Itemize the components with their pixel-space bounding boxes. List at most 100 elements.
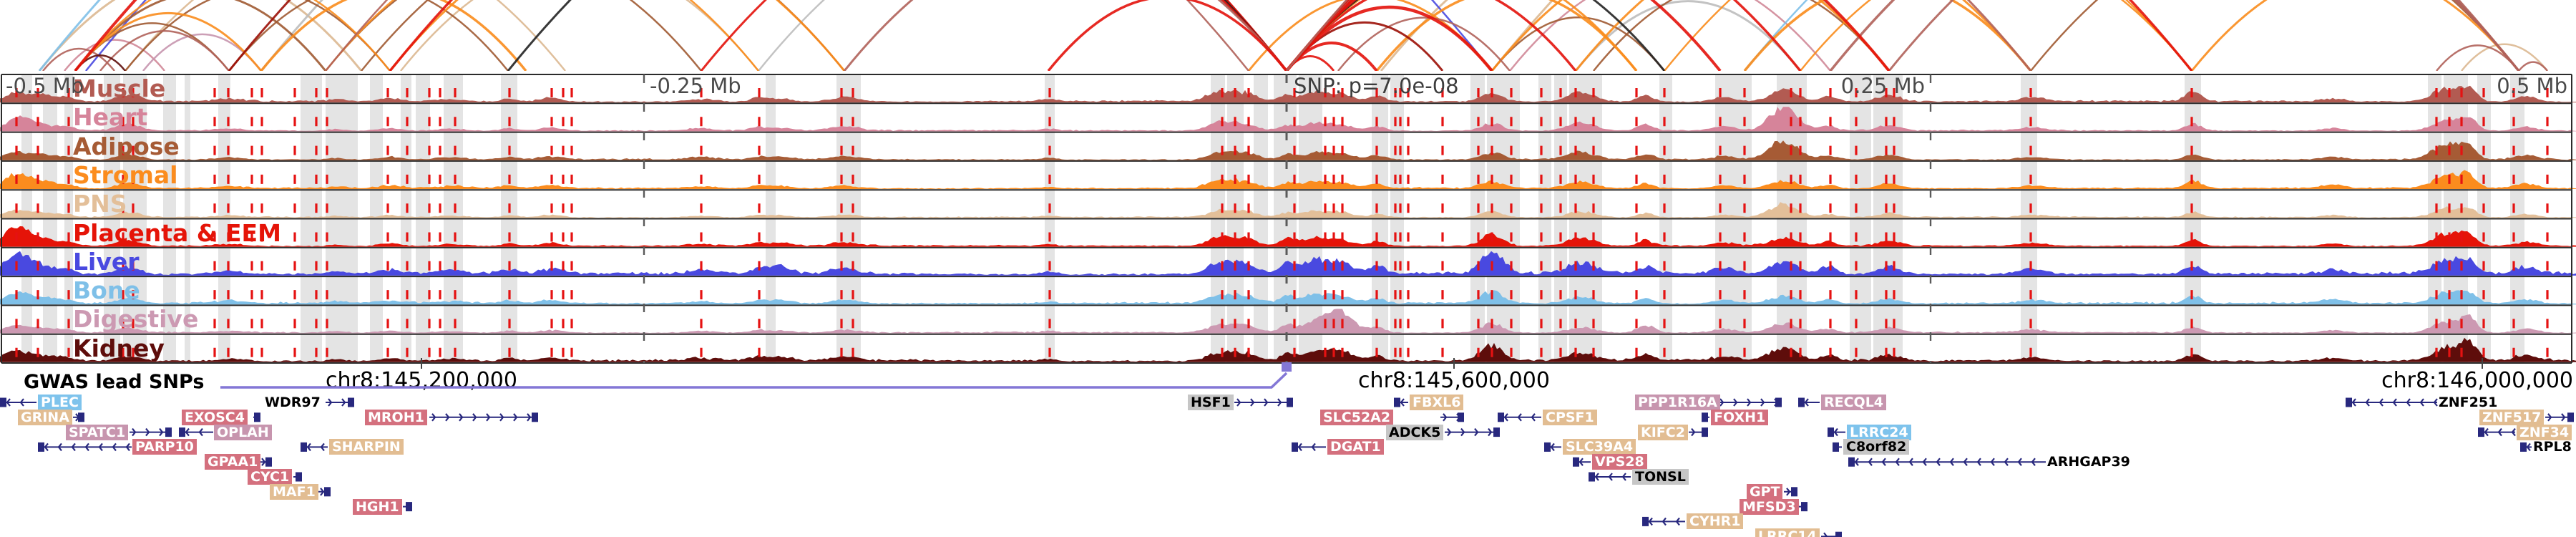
gene-body-LRRC14 [1821,531,1842,537]
gene-label-LRRC14[interactable]: LRRC14 [1755,528,1820,537]
gene-label-SPATC1[interactable]: SPATC1 [66,424,129,440]
gwas-lead-snp-marker[interactable] [1282,362,1292,372]
interaction-arc [64,39,165,71]
gene-label-FBXL6[interactable]: FBXL6 [1410,395,1464,410]
gene-label-RECQL4[interactable]: RECQL4 [1821,395,1887,410]
interaction-arc [1491,16,1665,71]
interaction-arc [843,0,1288,71]
gene-body-SLC39A4 [1544,442,1561,452]
gene-label-MROH1[interactable]: MROH1 [365,409,427,425]
gene-label-MFSD3[interactable]: MFSD3 [1740,498,1799,515]
signal-track-kidney [0,337,2576,362]
gene-body-GPT [1784,487,1797,497]
gene-label-FOXH1[interactable]: FOXH1 [1711,409,1769,425]
gene-label-TONSL[interactable]: TONSL [1632,469,1689,485]
interaction-arc [325,0,759,71]
gene-label-C8orf82[interactable]: C8orf82 [1843,439,1910,455]
signal-track-bone [0,290,2576,305]
signal-track-liver [0,251,2576,276]
gwas-lead-snps-label: GWAS lead SNPs [24,371,205,393]
gene-body-HSF1 [1234,397,1293,407]
gene-body-RPL8 [2520,442,2532,452]
interaction-arc [400,0,759,71]
gene-body-SHARPIN [301,442,328,452]
signal-track-placenta-eem [0,226,2576,247]
gene-label-SLC52A2[interactable]: SLC52A2 [1320,409,1394,425]
region-label-left: -0.5 Mb [6,74,84,98]
snp-pvalue-label: SNP: p=7.0e-08 [1294,74,1459,98]
interaction-arc [74,0,391,71]
gene-label-RPL8[interactable]: RPL8 [2533,439,2572,455]
signal-track-digestive [0,309,2576,334]
gene-label-VPS28[interactable]: VPS28 [1592,454,1647,470]
gene-body-PARP10 [38,442,132,452]
gene-label-ARHGAP39[interactable]: ARHGAP39 [2047,454,2130,470]
gene-label-HSF1[interactable]: HSF1 [1188,395,1234,410]
gene-label-CYC1[interactable]: CYC1 [248,469,293,485]
gene-label-SHARPIN[interactable]: SHARPIN [329,439,404,455]
signal-track-heart [0,107,2576,132]
track-label-liver: Liver [73,247,140,276]
interaction-arc [99,29,230,71]
gene-label-LRRC24[interactable]: LRRC24 [1847,424,1911,440]
region-label-quarter-right: 0.25 Mb [1840,74,1925,98]
interaction-arc [260,0,527,71]
gene-label-KIFC2[interactable]: KIFC2 [1638,424,1688,440]
gene-label-GPT[interactable]: GPT [1747,483,1783,500]
gene-label-EXOSC4[interactable]: EXOSC4 [182,409,248,425]
gene-label-PPP1R16A[interactable]: PPP1R16A [1635,395,1720,410]
gene-body-VPS28 [1573,457,1591,467]
gene-label-HGH1[interactable]: HGH1 [353,498,402,515]
gene-label-OPLAH[interactable]: OPLAH [214,424,272,440]
gene-body-WDR97 [326,397,354,407]
gene-label-GRINA[interactable]: GRINA [18,409,72,425]
gene-body-CYC1 [293,472,302,482]
gene-body-ARHGAP39 [1848,457,2046,467]
gene-label-ZNF34[interactable]: ZNF34 [2517,424,2572,440]
gene-label-MAF1[interactable]: MAF1 [270,483,318,500]
gene-body-PPP1R16A [1717,397,1782,407]
gene-label-CPSF1[interactable]: CPSF1 [1543,409,1597,425]
gwas-pointer-line [220,372,1288,389]
interaction-arc [2190,0,2520,71]
interaction-arc [1375,0,1638,71]
gene-label-ADCK5[interactable]: ADCK5 [1386,424,1444,440]
signal-track-pns [0,202,2576,218]
gene-body-SPATC1 [130,427,172,437]
region-label-quarter-left: -0.25 Mb [650,74,741,98]
gene-body-LRRC24 [1828,427,1845,437]
track-label-adipose: Adipose [73,132,180,160]
gene-label-GPAA1[interactable]: GPAA1 [205,454,261,470]
region-label-right: 0.5 Mb [2497,74,2567,98]
signal-track-stromal [0,170,2576,189]
gene-body-GRINA [73,412,84,422]
interaction-arc [228,0,509,71]
gene-label-SLC39A4[interactable]: SLC39A4 [1563,439,1636,455]
track-label-muscle: Muscle [73,74,166,102]
gene-label-WDR97[interactable]: WDR97 [265,395,321,410]
interaction-arc [1285,0,1722,71]
interaction-arc [1593,0,1890,71]
gene-body-TONSL [1589,472,1631,482]
track-label-placenta-eem: Placenta & EEM [73,218,281,247]
gene-label-DGAT1[interactable]: DGAT1 [1327,439,1384,455]
gene-body-SLC52A2 [1440,412,1464,422]
gene-label-CYHR1[interactable]: CYHR1 [1687,513,1744,530]
track-label-bone: Bone [73,276,140,305]
interaction-arc [125,0,566,71]
gene-body-RECQL4 [1798,397,1820,407]
gene-label-ZNF251[interactable]: ZNF251 [2439,395,2498,410]
gene-body-ZNF251 [2346,397,2438,407]
coordinate-label: chr8:145,600,000 [1358,368,1550,393]
interaction-arc [1337,16,1511,71]
interaction-arc [325,0,702,71]
gene-label-ZNF517[interactable]: ZNF517 [2479,409,2545,425]
track-label-stromal: Stromal [73,160,178,189]
interaction-arc [1491,0,1890,71]
gene-body-ZNF517 [2545,412,2574,422]
gene-label-PARP10[interactable]: PARP10 [132,439,197,455]
gene-label-PLEC[interactable]: PLEC [38,395,82,410]
interaction-arc [1047,0,1288,71]
gene-body-DGAT1 [1292,442,1326,452]
gene-body-KIFC2 [1689,427,1708,437]
